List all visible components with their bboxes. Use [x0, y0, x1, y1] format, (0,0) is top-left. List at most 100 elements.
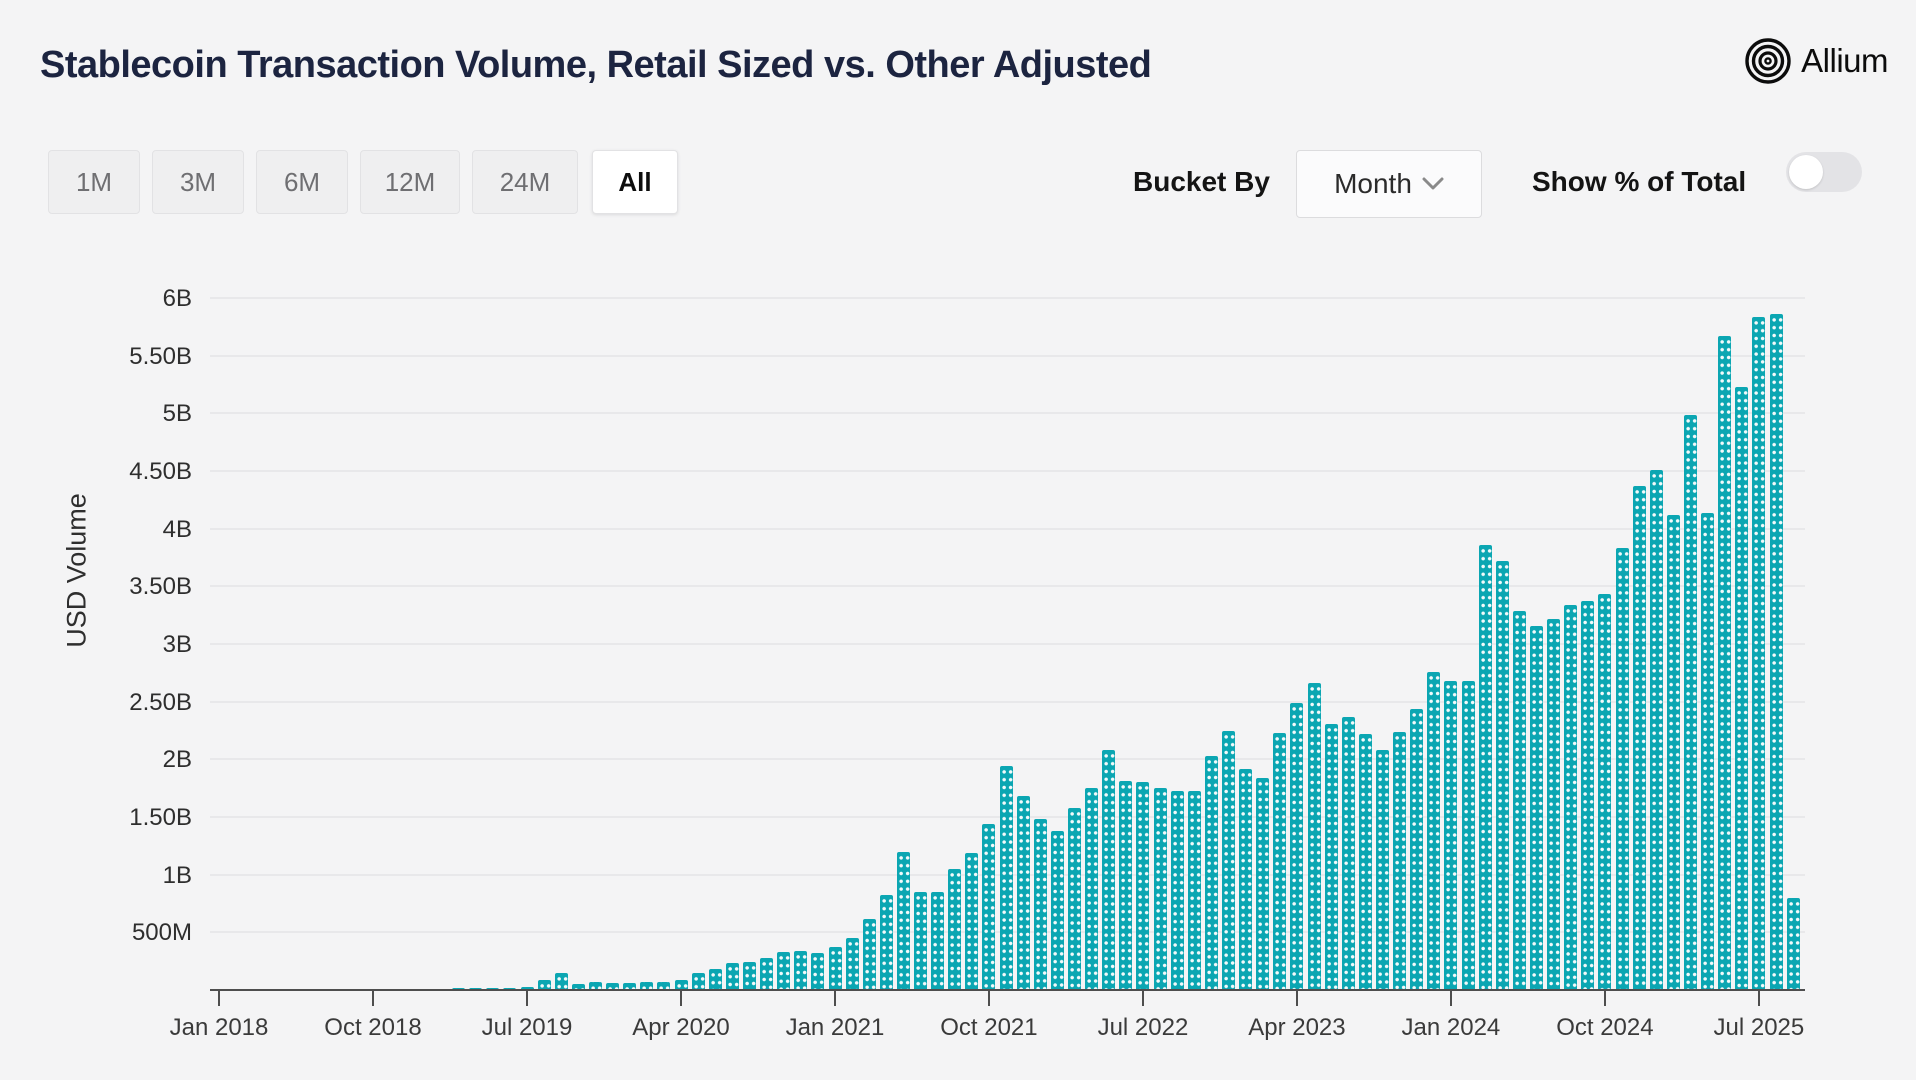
- gridline: [210, 585, 1805, 588]
- bar[interactable]: [845, 937, 859, 990]
- bar[interactable]: [1769, 314, 1783, 990]
- y-tick-label: 4B: [162, 515, 192, 543]
- bucket-by-value: Month: [1334, 168, 1412, 199]
- bar[interactable]: [1786, 897, 1800, 990]
- bar[interactable]: [1393, 731, 1407, 990]
- range-button-12m[interactable]: 12M: [360, 150, 460, 214]
- bar[interactable]: [742, 961, 756, 990]
- bar[interactable]: [588, 982, 602, 990]
- bar[interactable]: [1598, 594, 1612, 990]
- bar[interactable]: [1033, 819, 1047, 990]
- bar[interactable]: [1632, 486, 1646, 990]
- bar[interactable]: [691, 972, 705, 990]
- show-percent-toggle[interactable]: [1786, 152, 1862, 192]
- toggle-knob: [1789, 155, 1823, 189]
- bar[interactable]: [1170, 790, 1184, 990]
- bar[interactable]: [1444, 680, 1458, 990]
- bar[interactable]: [1581, 601, 1595, 990]
- bar[interactable]: [1085, 788, 1099, 990]
- x-axis-line: [210, 989, 1805, 991]
- bar[interactable]: [1307, 683, 1321, 990]
- bar[interactable]: [982, 823, 996, 990]
- bar[interactable]: [1290, 702, 1304, 990]
- bar[interactable]: [1324, 723, 1338, 990]
- bar[interactable]: [708, 968, 722, 990]
- bar[interactable]: [1752, 316, 1766, 990]
- bar[interactable]: [1119, 781, 1133, 990]
- bar[interactable]: [811, 952, 825, 990]
- bar[interactable]: [914, 892, 927, 990]
- bar[interactable]: [1410, 708, 1424, 990]
- bar[interactable]: [1050, 830, 1064, 990]
- bar[interactable]: [1718, 336, 1732, 990]
- bar[interactable]: [1427, 671, 1441, 990]
- y-tick-label: 3B: [162, 631, 192, 658]
- bar[interactable]: [760, 957, 773, 990]
- bucket-by-label: Bucket By: [1133, 166, 1270, 197]
- bar[interactable]: [1701, 512, 1715, 990]
- bar[interactable]: [606, 983, 619, 990]
- y-tick-label: 4.50B: [129, 458, 192, 485]
- bar[interactable]: [879, 894, 893, 990]
- bar[interactable]: [1187, 790, 1201, 990]
- bar[interactable]: [862, 919, 876, 990]
- bar[interactable]: [1564, 604, 1578, 990]
- bar[interactable]: [1512, 610, 1526, 990]
- bar[interactable]: [1666, 514, 1680, 990]
- bar[interactable]: [1273, 732, 1287, 990]
- bar[interactable]: [1530, 625, 1543, 990]
- bar[interactable]: [1358, 734, 1372, 990]
- bar[interactable]: [1615, 548, 1629, 990]
- y-tick-label: 1B: [162, 861, 192, 889]
- bar[interactable]: [1239, 768, 1253, 990]
- bar[interactable]: [965, 852, 979, 990]
- bar[interactable]: [1204, 755, 1218, 990]
- bar[interactable]: [1068, 807, 1081, 990]
- x-tick-mark: [525, 990, 528, 1006]
- bar[interactable]: [1222, 730, 1235, 990]
- bar[interactable]: [896, 851, 910, 990]
- bar[interactable]: [520, 986, 534, 990]
- bar[interactable]: [623, 982, 637, 990]
- bar[interactable]: [1684, 414, 1697, 990]
- gridline: [210, 297, 1805, 299]
- bar[interactable]: [571, 983, 585, 990]
- bar[interactable]: [1256, 777, 1270, 990]
- range-button-6m[interactable]: 6M: [256, 150, 348, 214]
- bar[interactable]: [1461, 680, 1475, 990]
- bucket-by-select[interactable]: Month: [1296, 150, 1482, 218]
- bar[interactable]: [554, 972, 568, 990]
- bar[interactable]: [777, 951, 791, 990]
- bar[interactable]: [1547, 618, 1561, 990]
- bar[interactable]: [657, 982, 671, 990]
- range-button-all[interactable]: All: [592, 150, 678, 214]
- chevron-down-icon: [1422, 177, 1444, 190]
- bar[interactable]: [1376, 750, 1389, 990]
- bar[interactable]: [1102, 750, 1116, 990]
- bar[interactable]: [794, 950, 808, 990]
- bar[interactable]: [999, 766, 1013, 990]
- x-tick-label: Jan 2018: [169, 1014, 269, 1041]
- bar[interactable]: [948, 868, 962, 990]
- bar[interactable]: [1016, 796, 1030, 990]
- bar[interactable]: [1495, 561, 1509, 990]
- range-button-3m[interactable]: 3M: [152, 150, 244, 214]
- gridline: [210, 527, 1805, 530]
- x-tick-mark: [1757, 990, 1760, 1006]
- bar[interactable]: [1649, 469, 1663, 990]
- bar[interactable]: [640, 981, 654, 990]
- bar[interactable]: [1136, 782, 1150, 990]
- bar[interactable]: [1341, 716, 1355, 990]
- bar[interactable]: [931, 892, 945, 990]
- bar[interactable]: [1478, 544, 1492, 990]
- x-tick-mark: [987, 990, 990, 1006]
- range-button-24m[interactable]: 24M: [472, 150, 578, 214]
- bar[interactable]: [674, 979, 688, 990]
- bar[interactable]: [1153, 788, 1167, 990]
- bar[interactable]: [828, 947, 842, 990]
- x-tick-mark: [1603, 990, 1606, 1006]
- bar[interactable]: [537, 979, 551, 990]
- range-button-1m[interactable]: 1M: [48, 150, 140, 214]
- bar[interactable]: [725, 962, 739, 990]
- bar[interactable]: [1735, 386, 1749, 990]
